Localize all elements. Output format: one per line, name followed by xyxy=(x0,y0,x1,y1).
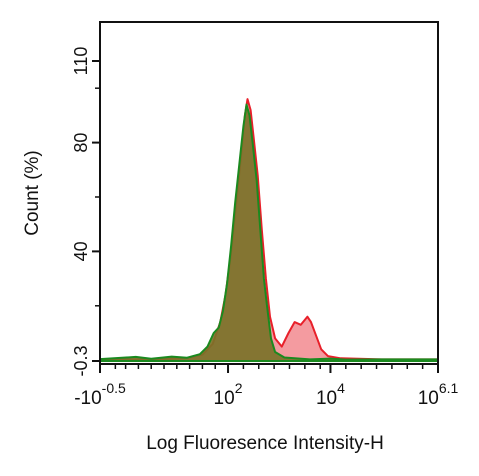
x-axis: -10-0.5 102 104 106.1 xyxy=(74,364,459,409)
histogram-series-group xyxy=(99,98,439,362)
series-area-1 xyxy=(99,103,439,362)
x-tick-label: 106.1 xyxy=(418,380,459,409)
y-tick-label: -0.3 xyxy=(71,345,91,376)
x-tick-label: 104 xyxy=(316,380,345,409)
y-tick-label: 40 xyxy=(71,241,91,261)
x-tick-label: -10-0.5 xyxy=(74,380,126,409)
x-axis-title: Log Fluoresence Intensity-H xyxy=(146,433,384,454)
y-axis: 110 80 40 -0.3 xyxy=(71,47,100,377)
y-tick-label: 80 xyxy=(71,133,91,153)
plot-frame xyxy=(99,21,439,365)
x-tick-label: 102 xyxy=(214,380,243,409)
y-tick-label: 110 xyxy=(71,47,91,76)
y-axis-title: Count (%) xyxy=(22,150,43,236)
